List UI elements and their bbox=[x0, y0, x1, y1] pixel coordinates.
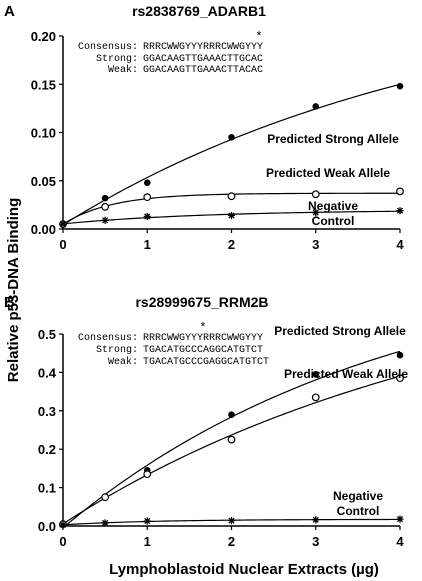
panel-a-x-tick-label: 1 bbox=[144, 237, 151, 252]
panel-b-point-weak bbox=[227, 435, 236, 444]
panel-b-point-weak bbox=[143, 470, 152, 479]
panel-a-series-label-control: Negative Control bbox=[308, 199, 358, 228]
panel-a-point-weak bbox=[396, 187, 404, 196]
panel-b-point-strong bbox=[396, 351, 404, 359]
panel-a-data-points bbox=[59, 82, 404, 229]
panel-b-sequence-box: Consensus: RRRCWWGYYYRRRCWWGYYY Strong: TGA… bbox=[78, 321, 269, 368]
panel-b-point-control bbox=[59, 521, 67, 529]
panel-a-series-label-strong: Predicted Strong Allele bbox=[267, 132, 399, 146]
panel-b-sequence-value: RRRCWWGYYYRRRCWWGYYY bbox=[143, 333, 263, 344]
panel-b-title: rs28999675_RRM2B bbox=[135, 294, 268, 310]
panel-a-x-tick-label: 3 bbox=[312, 237, 319, 252]
panel-b-y-tick-label: 0.5 bbox=[38, 327, 56, 342]
panel-a-point-strong bbox=[143, 179, 151, 186]
panel-b-point-weak bbox=[396, 374, 404, 383]
panel-a-sequence-label: Consensus: bbox=[78, 42, 138, 53]
panel-b-point-weak bbox=[311, 393, 320, 402]
panel-a-y-tick-label: 0.10 bbox=[31, 126, 56, 141]
panel-b-series-label-strong: Predicted Strong Allele bbox=[274, 324, 406, 338]
panel-a-point-weak bbox=[143, 193, 152, 202]
panel-a-title: rs2838769_ADARB1 bbox=[132, 3, 266, 19]
panel-a-y-tick-label: 0.05 bbox=[31, 174, 56, 189]
panel-a-point-strong bbox=[228, 134, 235, 141]
panel-a-x-tick-label: 4 bbox=[396, 237, 404, 252]
panel-a: A rs2838769_ADARB1 0.000.050.100.150.200… bbox=[4, 3, 404, 252]
panel-a-point-control bbox=[227, 211, 236, 220]
panel-b-point-control bbox=[227, 517, 236, 525]
panel-a-x-tick-label: 2 bbox=[228, 237, 235, 252]
panel-b-y-tick-label: 0.4 bbox=[38, 365, 57, 380]
x-axis-label: Lymphoblastoid Nuclear Extracts (µg) bbox=[109, 561, 379, 578]
panel-b-sequence-value: TGACATGCCCAGGCATGTCT bbox=[143, 345, 263, 356]
panel-b-series-labels: Predicted Strong Allele Predicted Weak Al… bbox=[274, 324, 408, 518]
panel-a-axes: 0.00 0.05 0.10 0.15 0.20 0 1 2 3 4 bbox=[31, 29, 405, 252]
panel-a-point-weak bbox=[227, 192, 236, 201]
y-axis-label: Relative p53-DNA Binding bbox=[5, 198, 22, 382]
panel-a-point-strong bbox=[396, 82, 404, 90]
panel-a-point-control bbox=[59, 220, 67, 228]
panel-b: B rs28999675_RRM2B 0.0 0.1 0.2 0.3 0.4 0.5 0 1 2… bbox=[4, 294, 408, 549]
panel-a-series-labels: Predicted Strong Allele Predicted Weak Al… bbox=[266, 132, 399, 228]
panel-a-mutation-star: * bbox=[255, 30, 262, 44]
panel-b-sequence-label: Strong: bbox=[96, 345, 138, 356]
panel-b-y-tick-label: 0.3 bbox=[38, 404, 56, 419]
panel-a-y-tick-label: 0.15 bbox=[31, 77, 56, 92]
panel-a-sequence-label: Strong: bbox=[96, 54, 138, 65]
panel-a-point-strong bbox=[312, 103, 320, 110]
panel-b-series-label-control: Negative Control bbox=[333, 489, 383, 518]
panel-b-y-tick-label: 0.2 bbox=[38, 442, 56, 457]
panel-b-x-tick-label: 1 bbox=[144, 534, 151, 549]
panel-b-point-weak bbox=[101, 493, 110, 502]
panel-a-point-control bbox=[143, 212, 151, 221]
panel-b-point-control bbox=[312, 516, 320, 524]
panel-a-point-control bbox=[396, 207, 404, 215]
panel-b-data-points bbox=[59, 351, 404, 529]
panel-a-letter: A bbox=[4, 3, 15, 20]
panel-b-x-tick-label: 0 bbox=[59, 534, 66, 549]
panel-b-point-strong bbox=[228, 411, 235, 418]
panel-a-point-strong bbox=[101, 194, 109, 202]
panel-b-point-control bbox=[143, 517, 151, 525]
panel-b-x-tick-label: 2 bbox=[228, 534, 235, 549]
panel-b-series-label-weak: Predicted Weak Allele bbox=[284, 367, 408, 381]
panel-b-point-control bbox=[101, 519, 109, 527]
panel-a-y-tick-label: 0.20 bbox=[31, 29, 56, 44]
panel-a-y-tick-label: 0.00 bbox=[31, 222, 56, 237]
panel-b-point-control bbox=[396, 515, 404, 523]
panel-b-x-tick-label: 3 bbox=[312, 534, 319, 549]
panel-b-y-tick-label: 0.1 bbox=[38, 481, 56, 496]
panel-a-point-weak bbox=[311, 190, 320, 199]
panel-b-sequence-label: Consensus: bbox=[78, 333, 138, 344]
panel-a-sequence-value: GGACAAGTTGAAACTTGCAC bbox=[143, 54, 263, 65]
panel-b-point-strong bbox=[312, 371, 320, 378]
panel-a-point-control bbox=[312, 208, 320, 217]
panel-a-series-label-weak: Predicted Weak Allele bbox=[266, 166, 390, 180]
panel-b-sequence-label: Weak: bbox=[108, 356, 138, 368]
panel-a-sequence-label: Weak: bbox=[108, 64, 138, 76]
panel-a-point-control bbox=[101, 216, 109, 224]
panel-a-sequence-value: RRRCWWGYYYRRRCWWGYYY bbox=[143, 42, 263, 53]
panel-b-x-tick-label: 4 bbox=[396, 534, 404, 549]
panel-b-sequence-value: TGACATGCCCGAGGCATGTCT bbox=[143, 357, 269, 368]
panel-b-letter: B bbox=[4, 294, 15, 311]
panel-a-sequence-box: Consensus: RRRCWWGYYYRRRCWWGYYY Strong: GGA… bbox=[78, 30, 263, 76]
panel-a-x-tick-label: 0 bbox=[59, 237, 66, 252]
panel-b-axes: 0.0 0.1 0.2 0.3 0.4 0.5 0 1 2 3 4 bbox=[38, 327, 404, 549]
panel-b-mutation-star: * bbox=[199, 321, 206, 335]
panel-a-point-weak bbox=[101, 202, 110, 211]
panel-b-y-tick-label: 0.0 bbox=[38, 519, 56, 534]
panel-b-fit-curve-weak bbox=[62, 375, 401, 525]
panel-a-sequence-value: GGACAAGTTGAAACTTACAC bbox=[143, 65, 263, 76]
